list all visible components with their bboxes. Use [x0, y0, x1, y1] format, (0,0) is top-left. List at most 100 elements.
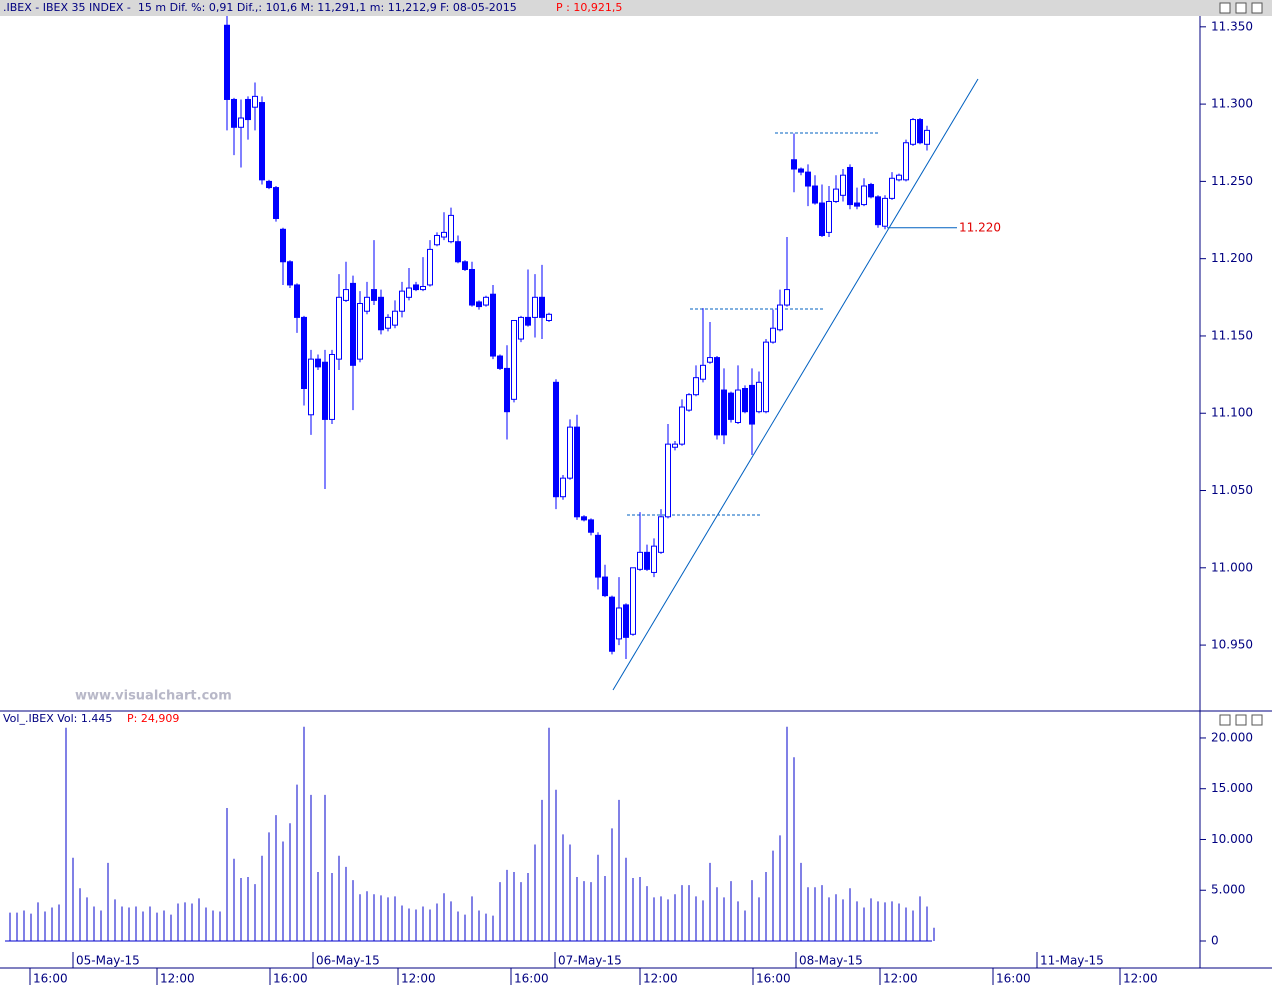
y-tick-label: 20.000 [1211, 730, 1253, 744]
candle-body [287, 261, 293, 286]
x-tick-label: 12:00 [401, 972, 436, 986]
candle-body [644, 551, 650, 570]
candle-body [595, 534, 601, 578]
candle-body [875, 196, 881, 226]
candle-body [637, 551, 643, 570]
candle-body [301, 316, 307, 390]
x-tick-label: 12:00 [160, 972, 195, 986]
candle-body [623, 604, 629, 638]
x-tick-label: 16:00 [514, 972, 549, 986]
candle-body [630, 567, 636, 635]
candle-body [483, 296, 489, 306]
x-tick-label: 12:00 [643, 972, 678, 986]
minimize-button[interactable] [1219, 2, 1231, 14]
candle-body [420, 285, 426, 291]
x-tick-label: 06-May-15 [316, 954, 380, 968]
candle-body [511, 319, 517, 400]
x-tick-label: 16:00 [33, 972, 68, 986]
candle-body [812, 185, 818, 204]
x-tick-label: 12:00 [1123, 972, 1158, 986]
candle-body [763, 341, 769, 413]
candle-body [588, 519, 594, 533]
candle-body [805, 171, 811, 187]
candle-body [546, 313, 552, 321]
candle-body [924, 129, 930, 145]
candle-body [882, 197, 888, 227]
annotation-label: 11.220 [959, 220, 1001, 234]
candle-body [749, 384, 755, 425]
candle-body [518, 316, 524, 340]
candle-body [343, 289, 349, 301]
candle-body [707, 357, 713, 363]
candle-body [329, 353, 335, 420]
candle-body [504, 367, 510, 413]
candle-body [455, 241, 461, 263]
candle-body [798, 168, 804, 173]
candle-body [315, 358, 321, 368]
candle-body [476, 301, 482, 308]
candle-body [238, 117, 244, 128]
header-bar [0, 0, 1272, 16]
y-tick-label: 11.050 [1211, 483, 1253, 497]
y-tick-label: 11.250 [1211, 174, 1253, 188]
candle-body [567, 426, 573, 479]
candle-body [539, 296, 545, 318]
candle-body [448, 214, 454, 243]
candle-body [693, 377, 699, 396]
close-button[interactable] [1251, 2, 1263, 14]
y-tick-label: 5.000 [1211, 883, 1245, 897]
candle-body [679, 406, 685, 445]
y-tick-label: 0 [1211, 934, 1219, 948]
panel-buttons[interactable] [1219, 2, 1263, 726]
candle-body [721, 389, 727, 436]
y-tick-label: 15.000 [1211, 781, 1253, 795]
candle-body [616, 607, 622, 640]
candle-body [553, 381, 559, 498]
candle-body [385, 316, 391, 329]
candle-body [441, 231, 447, 238]
candle-body [791, 159, 797, 170]
candle-body [777, 304, 783, 331]
candle-body [854, 202, 860, 207]
y-tick-label: 10.950 [1211, 638, 1253, 652]
candle-body [756, 381, 762, 413]
candle-body [833, 188, 839, 202]
candle-body [266, 180, 272, 189]
volume-title: Vol_.IBEX Vol: 1.445 [3, 712, 112, 725]
maximize-button[interactable] [1235, 714, 1247, 726]
candle-body [917, 119, 923, 144]
candle-body [350, 282, 356, 366]
candle-body [399, 290, 405, 312]
candle-body [560, 477, 566, 498]
candle-body [490, 293, 496, 357]
candle-body [525, 316, 531, 326]
trend-line [612, 78, 979, 691]
candle-body [574, 426, 580, 518]
candle-body [259, 102, 265, 181]
candle-body [651, 545, 657, 573]
candle-body [700, 364, 706, 380]
y-tick-label: 11.150 [1211, 328, 1253, 342]
maximize-button[interactable] [1235, 2, 1247, 14]
x-tick-label: 08-May-15 [799, 954, 863, 968]
y-tick-label: 11.300 [1211, 97, 1253, 111]
close-button[interactable] [1251, 714, 1263, 726]
y-tick-label: 11.000 [1211, 560, 1253, 574]
x-tick-label: 12:00 [883, 972, 918, 986]
volume-price: P: 24,909 [127, 712, 179, 725]
candle-body [602, 576, 608, 597]
candle-body [231, 98, 237, 128]
candle-body [609, 596, 615, 652]
candle-body [469, 268, 475, 306]
x-tick-label: 16:00 [996, 972, 1031, 986]
candle-body [378, 296, 384, 331]
candle-body [532, 296, 538, 318]
candle-body [686, 394, 692, 411]
x-tick-label: 16:00 [756, 972, 791, 986]
candle-body [462, 261, 468, 270]
candle-body [392, 310, 398, 326]
candle-body [434, 234, 440, 246]
minimize-button[interactable] [1219, 714, 1231, 726]
